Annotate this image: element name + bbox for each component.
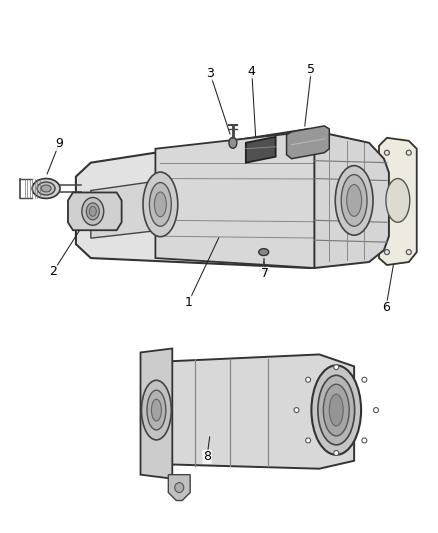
- Text: 4: 4: [248, 64, 256, 78]
- Ellipse shape: [306, 377, 311, 382]
- Ellipse shape: [82, 197, 104, 225]
- Polygon shape: [155, 131, 349, 268]
- Ellipse shape: [335, 166, 373, 235]
- Ellipse shape: [86, 203, 99, 220]
- Ellipse shape: [155, 192, 166, 217]
- Ellipse shape: [229, 138, 237, 148]
- Ellipse shape: [406, 150, 411, 155]
- Polygon shape: [91, 181, 160, 238]
- Ellipse shape: [347, 184, 362, 216]
- Ellipse shape: [32, 179, 60, 198]
- Polygon shape: [68, 192, 122, 230]
- Text: 1: 1: [184, 296, 192, 309]
- Ellipse shape: [385, 150, 389, 155]
- Ellipse shape: [37, 182, 55, 195]
- Polygon shape: [246, 137, 276, 163]
- Ellipse shape: [334, 365, 339, 370]
- Polygon shape: [141, 349, 172, 479]
- Ellipse shape: [374, 408, 378, 413]
- Ellipse shape: [89, 206, 96, 216]
- Ellipse shape: [323, 384, 349, 436]
- Polygon shape: [379, 138, 417, 265]
- Ellipse shape: [141, 380, 171, 440]
- Polygon shape: [168, 475, 190, 500]
- Ellipse shape: [362, 438, 367, 443]
- Ellipse shape: [259, 248, 268, 255]
- Ellipse shape: [311, 365, 361, 455]
- Text: 9: 9: [55, 138, 63, 150]
- Polygon shape: [76, 129, 359, 268]
- Polygon shape: [286, 126, 329, 159]
- Ellipse shape: [385, 249, 389, 255]
- Ellipse shape: [318, 375, 355, 445]
- Ellipse shape: [329, 394, 343, 426]
- Text: 8: 8: [203, 450, 211, 463]
- Ellipse shape: [152, 399, 161, 421]
- Text: 3: 3: [206, 67, 214, 80]
- Ellipse shape: [175, 482, 184, 492]
- Ellipse shape: [306, 438, 311, 443]
- Text: 2: 2: [49, 265, 57, 278]
- Text: 7: 7: [261, 268, 268, 280]
- Ellipse shape: [386, 179, 410, 222]
- Polygon shape: [314, 131, 389, 268]
- Ellipse shape: [149, 182, 171, 226]
- Ellipse shape: [41, 185, 51, 192]
- Ellipse shape: [294, 408, 299, 413]
- Ellipse shape: [362, 377, 367, 382]
- Ellipse shape: [143, 172, 178, 237]
- Ellipse shape: [147, 390, 166, 430]
- Ellipse shape: [406, 249, 411, 255]
- Text: 5: 5: [307, 63, 315, 76]
- Text: 6: 6: [382, 301, 390, 314]
- Ellipse shape: [341, 175, 367, 226]
- Ellipse shape: [334, 450, 339, 456]
- Polygon shape: [145, 354, 354, 469]
